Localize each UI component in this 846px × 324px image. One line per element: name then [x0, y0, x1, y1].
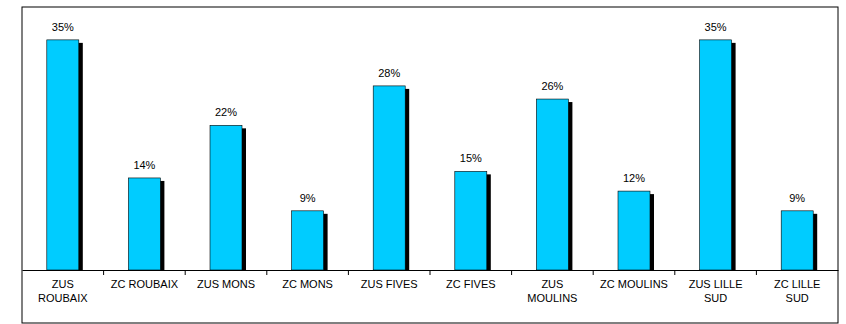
bar: [210, 125, 242, 270]
x-tick-label: ZC LILLE SUD: [774, 278, 820, 304]
x-tick-label-line: ROUBAIX: [38, 292, 88, 304]
bar: [292, 211, 324, 270]
x-tick: ZC MOULINS: [600, 270, 668, 290]
x-tick: ZUS MOULINS: [527, 270, 577, 304]
x-tick-label: ZUS FIVES: [361, 278, 418, 290]
bar: [536, 99, 568, 270]
bars: [47, 40, 817, 270]
plot-area: ZUS ROUBAIX ZC ROUBAIX ZUS MONS ZC MONS ZUS F…: [22, 7, 839, 323]
x-tick-label: ZC ROUBAIX: [111, 278, 179, 290]
x-tick-label-line: ZUS LILLE: [689, 278, 743, 290]
bar: [700, 40, 732, 270]
x-tick: ZUS LILLE SUD: [689, 270, 743, 304]
x-axis-line: [23, 270, 839, 271]
data-label: 9%: [300, 192, 316, 204]
data-label: 22%: [215, 106, 237, 118]
x-tick: ZC LILLE SUD: [774, 270, 820, 304]
x-tick: ZUS FIVES: [361, 270, 418, 290]
chart: ZUS ROUBAIX ZC ROUBAIX ZUS MONS ZC MONS ZUS F…: [0, 0, 846, 324]
bar: [373, 86, 405, 270]
bar: [128, 178, 160, 270]
data-label: 26%: [541, 80, 563, 92]
x-tick: ZC MONS: [282, 270, 333, 290]
x-tick: ZC ROUBAIX: [111, 270, 179, 290]
data-label: 35%: [705, 21, 727, 33]
bar: [618, 191, 650, 270]
bar: [47, 40, 79, 270]
x-tick-label: ZUS LILLE SUD: [689, 278, 743, 304]
x-tick-label-line: SUD: [786, 292, 809, 304]
x-tick: ZUS MONS: [197, 270, 255, 290]
data-label: 12%: [623, 172, 645, 184]
x-tick-label-line: ZC ROUBAIX: [111, 278, 179, 290]
x-tick-label-line: ZUS FIVES: [361, 278, 418, 290]
x-tick-label: ZC MOULINS: [600, 278, 668, 290]
x-tick-label-line: ZC MOULINS: [600, 278, 668, 290]
bar: [455, 171, 487, 270]
x-tick: ZC FIVES: [446, 270, 496, 290]
data-label: 15%: [460, 152, 482, 164]
data-label: 9%: [789, 192, 805, 204]
x-tick-label: ZC FIVES: [446, 278, 496, 290]
x-tick-label-line: MOULINS: [527, 292, 577, 304]
plot-frame: [22, 7, 838, 323]
x-tick-label-line: ZUS MONS: [197, 278, 255, 290]
x-tick-label-line: ZC MONS: [282, 278, 333, 290]
x-tick-label: ZC MONS: [282, 278, 333, 290]
x-tick-label-line: ZUS: [541, 278, 563, 290]
x-tick-label: ZUS ROUBAIX: [38, 278, 88, 304]
x-tick-label: ZUS MONS: [197, 278, 255, 290]
x-tick-label-line: SUD: [704, 292, 727, 304]
data-label: 28%: [378, 67, 400, 79]
x-tick-label-line: ZC LILLE: [774, 278, 820, 290]
x-tick-label-line: ZUS: [52, 278, 74, 290]
x-axis: ZUS ROUBAIX ZC ROUBAIX ZUS MONS ZC MONS ZUS F…: [23, 270, 839, 304]
x-tick-label-line: ZC FIVES: [446, 278, 496, 290]
bar: [781, 211, 813, 270]
x-tick: ZUS ROUBAIX: [38, 270, 88, 304]
x-tick-label: ZUS MOULINS: [527, 278, 577, 304]
data-label: 35%: [52, 21, 74, 33]
data-label: 14%: [133, 159, 155, 171]
